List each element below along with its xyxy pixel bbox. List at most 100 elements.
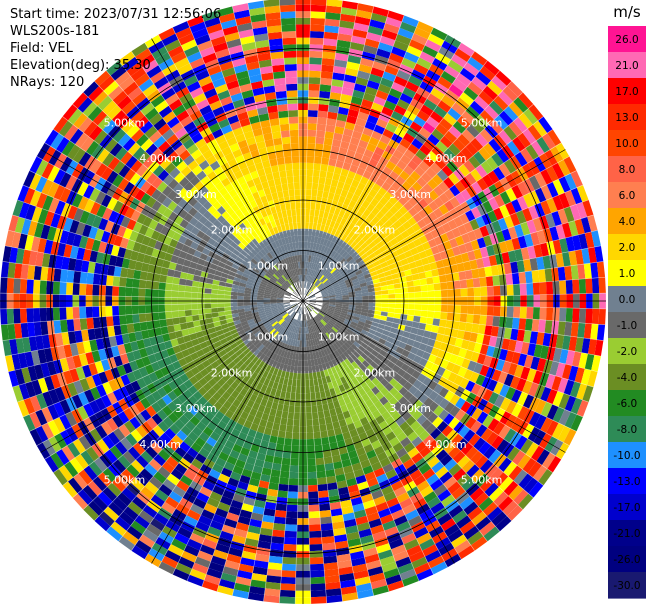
velocity-cell — [488, 335, 498, 348]
velocity-cell — [355, 9, 373, 20]
velocity-cell — [488, 486, 504, 502]
velocity-cell — [501, 144, 515, 160]
velocity-cell — [346, 149, 356, 159]
velocity-cell — [458, 243, 468, 255]
velocity-cell — [244, 287, 252, 292]
velocity-cell — [324, 177, 333, 186]
velocity-cell — [454, 337, 464, 348]
velocity-cell — [482, 256, 491, 268]
velocity-cell — [466, 464, 480, 478]
velocity-cell — [251, 309, 259, 314]
velocity-cell — [164, 290, 172, 298]
velocity-cell — [15, 338, 25, 354]
velocity-cell — [329, 257, 336, 265]
velocity-cell — [499, 204, 510, 218]
velocity-cell — [181, 328, 190, 337]
velocity-cell — [323, 456, 333, 465]
velocity-cell — [522, 207, 533, 222]
velocity-cell — [246, 414, 256, 423]
velocity-cell — [337, 239, 344, 247]
velocity-cell — [185, 279, 193, 287]
velocity-cell — [142, 59, 159, 73]
velocity-cell — [310, 269, 314, 277]
velocity-cell — [141, 235, 151, 246]
velocity-cell — [240, 275, 249, 282]
velocity-cell — [320, 309, 327, 314]
velocity-cell — [308, 77, 321, 85]
velocity-cell — [363, 376, 372, 385]
velocity-cell — [222, 228, 232, 237]
velocity-cell — [191, 309, 199, 316]
velocity-cell — [317, 273, 323, 281]
velocity-cell — [251, 311, 259, 316]
velocity-cell — [480, 286, 488, 297]
velocity-cell — [391, 81, 406, 93]
velocity-cell — [402, 191, 413, 202]
velocity-cell — [259, 314, 267, 319]
velocity-cell — [422, 376, 433, 387]
velocity-cell — [309, 57, 323, 65]
velocity-cell — [210, 360, 220, 370]
velocity-cell — [366, 263, 375, 270]
velocity-cell — [499, 191, 512, 205]
velocity-cell — [150, 70, 166, 84]
velocity-cell — [79, 283, 87, 296]
velocity-cell — [365, 356, 374, 365]
velocity-cell — [328, 265, 335, 273]
velocity-cell — [400, 154, 412, 166]
velocity-cell — [437, 76, 453, 90]
velocity-cell — [375, 501, 389, 513]
velocity-cell — [344, 318, 352, 324]
velocity-cell — [242, 272, 250, 279]
velocity-cell — [316, 237, 322, 245]
velocity-cell — [570, 187, 583, 205]
velocity-cell — [352, 563, 368, 573]
velocity-cell — [253, 316, 261, 322]
velocity-cell — [308, 305, 314, 310]
velocity-cell — [309, 530, 322, 538]
velocity-cell — [285, 291, 292, 296]
velocity-cell — [313, 249, 318, 257]
velocity-cell — [392, 442, 404, 453]
velocity-cell — [157, 169, 170, 182]
velocity-cell — [546, 420, 559, 437]
velocity-cell — [349, 456, 361, 466]
velocity-cell — [410, 327, 419, 335]
velocity-cell — [261, 521, 274, 530]
velocity-cell — [430, 27, 448, 41]
velocity-cell — [243, 305, 251, 309]
velocity-cell — [147, 353, 157, 364]
velocity-cell — [340, 310, 348, 315]
velocity-cell — [252, 176, 262, 186]
velocity-cell — [264, 262, 272, 270]
velocity-cell — [132, 442, 146, 456]
velocity-cell — [547, 455, 562, 473]
velocity-cell — [414, 309, 422, 317]
velocity-cell — [18, 352, 28, 369]
velocity-cell — [263, 594, 280, 604]
velocity-cell — [206, 94, 220, 105]
velocity-cell — [334, 310, 341, 315]
velocity-cell — [340, 425, 350, 434]
velocity-cell — [281, 411, 289, 419]
velocity-cell — [323, 317, 330, 323]
velocity-cell — [361, 308, 369, 313]
velocity-cell — [493, 421, 506, 436]
velocity-cell — [113, 355, 123, 367]
velocity-cell — [162, 259, 171, 269]
velocity-cell — [146, 65, 162, 79]
velocity-cell — [437, 100, 452, 113]
velocity-cell — [409, 420, 421, 432]
velocity-cell — [318, 384, 325, 392]
velocity-cell — [122, 137, 136, 152]
velocity-cell — [280, 311, 287, 316]
velocity-cell — [308, 303, 315, 308]
velocity-cell — [413, 389, 424, 400]
velocity-cell — [231, 263, 240, 270]
velocity-cell — [320, 335, 325, 343]
velocity-cell — [335, 160, 345, 169]
velocity-cell — [482, 200, 494, 214]
velocity-cell — [381, 294, 389, 299]
velocity-cell — [493, 381, 504, 395]
velocity-cell — [402, 503, 417, 515]
